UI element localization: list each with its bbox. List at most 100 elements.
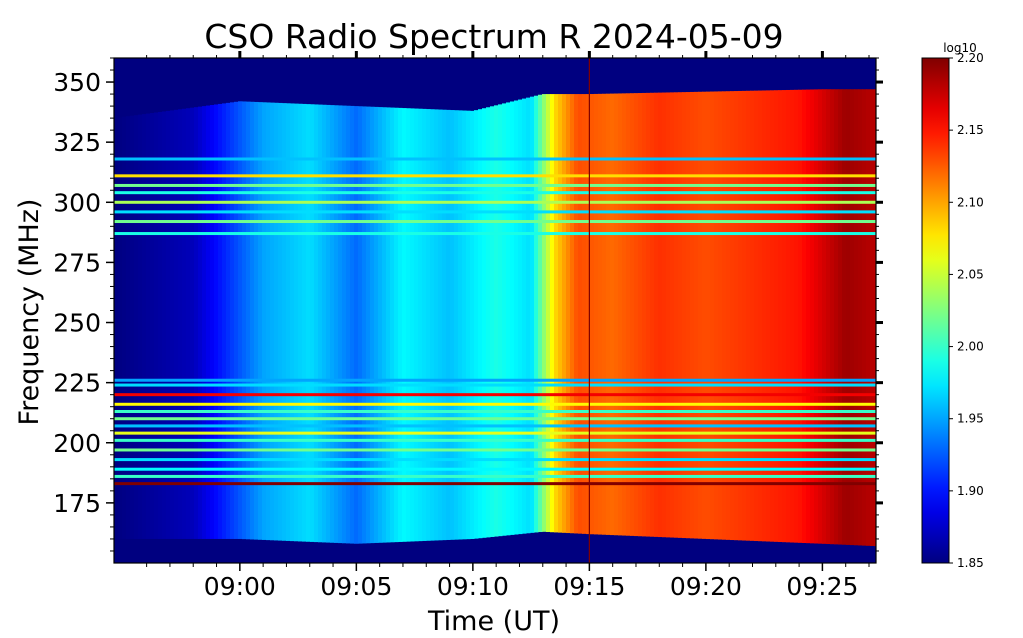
heatmap-column [298, 103, 303, 542]
heatmap-column [486, 107, 491, 538]
y-tick-label: 350 [53, 68, 101, 97]
x-axis: 09:00 09:05 09:10 09:15 09:20 09:25 [146, 51, 870, 601]
heatmap-column [594, 93, 599, 535]
heatmap-column [194, 107, 199, 539]
heatmap-column [498, 104, 503, 537]
heatmap-column [390, 107, 395, 543]
heatmap-column [314, 104, 319, 543]
interference-line [114, 448, 876, 452]
heatmap-column [790, 89, 795, 543]
heatmap-column [210, 105, 215, 539]
x-tick-label: 09:15 [553, 572, 625, 601]
heatmap-column [582, 94, 587, 534]
heatmap-column [710, 91, 715, 540]
heatmap-column [698, 91, 703, 539]
heatmap-column [482, 108, 487, 538]
heatmap-column [854, 89, 859, 546]
heatmap-column [254, 101, 259, 540]
heatmap-column [550, 94, 555, 533]
heatmap-column [318, 104, 323, 543]
y-tick-label: 250 [53, 309, 101, 338]
heatmap-column [378, 107, 383, 543]
heatmap-column [306, 104, 311, 542]
heatmap-column [702, 91, 707, 539]
heatmap-column [506, 102, 511, 536]
x-tick-label: 09:05 [320, 572, 392, 601]
heatmap-column [326, 104, 331, 543]
heatmap-column [778, 90, 783, 543]
heatmap-column [758, 90, 763, 542]
heatmap-column [734, 91, 739, 541]
heatmap-column [534, 95, 539, 533]
heatmap-column [726, 91, 731, 540]
heatmap-column [130, 115, 135, 539]
heatmap-column [382, 107, 387, 543]
heatmap-column [238, 101, 243, 539]
heatmap-column [426, 109, 431, 541]
heatmap-column [846, 89, 851, 545]
heatmap-column [514, 100, 519, 535]
heatmap-column [438, 109, 443, 541]
y-tick-label: 325 [53, 128, 101, 157]
heatmap-column [858, 89, 863, 546]
heatmap-column [814, 89, 819, 544]
heatmap-column [330, 105, 335, 543]
heatmap-column [782, 90, 787, 543]
heatmap-column [590, 94, 595, 535]
y-axis: 175 200 225 250 275 300 325 350 [53, 57, 883, 552]
heatmap-column [750, 90, 755, 541]
heatmap-column [442, 109, 447, 541]
heatmap-column [598, 93, 603, 535]
colorbar-tick-label: 1.85 [957, 556, 984, 570]
heatmap-column [370, 106, 375, 544]
heatmap-column [646, 92, 651, 537]
heatmap-column [134, 115, 139, 539]
heatmap-column [774, 90, 779, 542]
heatmap-column [630, 93, 635, 536]
heatmap-column [226, 102, 231, 539]
interference-line [114, 157, 876, 161]
heatmap-column [402, 108, 407, 542]
heatmap-column [730, 91, 735, 541]
colorbar-gradient [921, 57, 950, 564]
heatmap-column [622, 93, 627, 536]
heatmap-column [414, 108, 419, 542]
heatmap-column [218, 103, 223, 539]
heatmap-column [602, 93, 607, 535]
heatmap-column [366, 106, 371, 544]
x-tick-label: 09:00 [204, 572, 276, 601]
interference-line [114, 402, 876, 406]
y-tick-label: 275 [53, 248, 101, 277]
x-tick-label: 09:20 [670, 572, 742, 601]
interference-line [114, 474, 876, 478]
heatmap-column [282, 103, 287, 541]
heatmap-column [770, 90, 775, 542]
colorbar-tick-label: 2.10 [957, 195, 984, 209]
heatmap-column [542, 94, 547, 532]
heatmap-column [546, 94, 551, 533]
heatmap-column [614, 93, 619, 536]
x-tick-label: 09:25 [786, 572, 858, 601]
heatmap-column [674, 92, 679, 538]
heatmap-column [818, 89, 823, 544]
colorbar-tick-label: 1.95 [957, 412, 984, 426]
heatmap-column [142, 114, 147, 539]
heatmap-column [650, 92, 655, 537]
heatmap-column [398, 107, 403, 542]
heatmap-column [294, 103, 299, 542]
interference-line [114, 383, 876, 387]
heatmap-column [874, 89, 876, 547]
interference-line [114, 183, 876, 187]
heatmap-column [870, 89, 875, 546]
heatmap-column [690, 91, 695, 539]
heatmap-column [682, 92, 687, 539]
heatmap-column [138, 114, 143, 539]
heatmap-column [658, 92, 663, 538]
heatmap-column [458, 110, 463, 540]
heatmap-column [494, 105, 499, 537]
heatmap-column [678, 92, 683, 538]
heatmap-column [214, 104, 219, 539]
heatmap-column [830, 89, 835, 545]
heatmap-column [738, 90, 743, 541]
